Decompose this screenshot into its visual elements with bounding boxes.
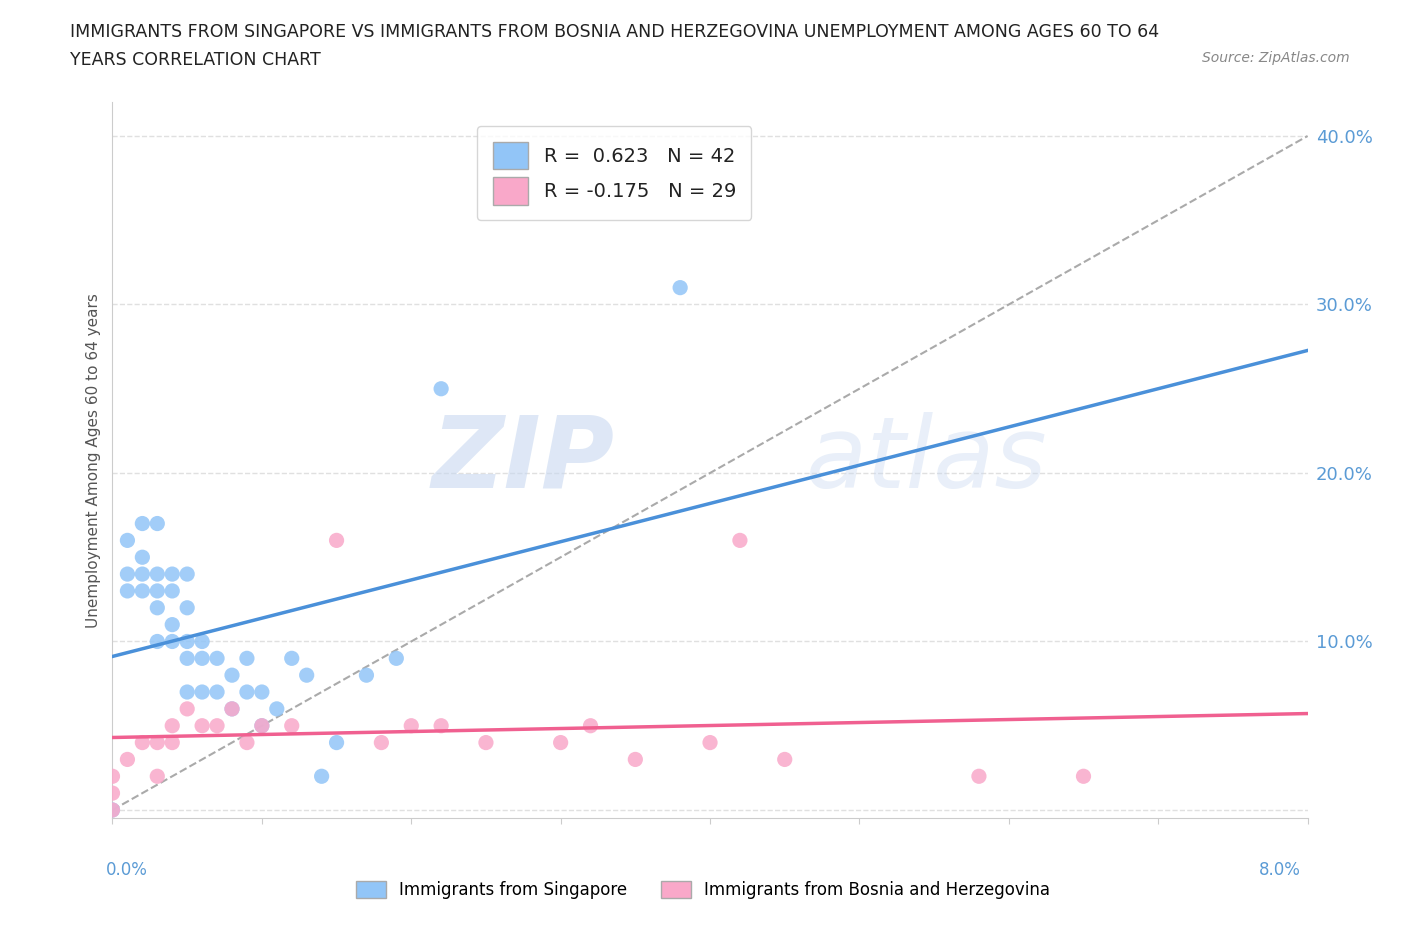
Point <box>430 381 453 396</box>
Text: 0.0%: 0.0% <box>105 860 148 879</box>
Point <box>295 668 318 683</box>
Point <box>205 684 228 699</box>
Point <box>101 786 124 801</box>
Point <box>176 566 198 581</box>
Legend: R =  0.623   N = 42, R = -0.175   N = 29: R = 0.623 N = 42, R = -0.175 N = 29 <box>478 126 751 220</box>
Text: IMMIGRANTS FROM SINGAPORE VS IMMIGRANTS FROM BOSNIA AND HERZEGOVINA UNEMPLOYMENT: IMMIGRANTS FROM SINGAPORE VS IMMIGRANTS … <box>70 23 1160 41</box>
Point <box>250 684 273 699</box>
Point <box>146 735 169 750</box>
Point <box>205 651 228 666</box>
Point <box>356 668 378 683</box>
Point <box>146 634 169 649</box>
Point <box>370 735 392 750</box>
Point <box>191 718 214 733</box>
Point <box>385 651 408 666</box>
Point <box>117 583 139 598</box>
Point <box>205 718 228 733</box>
Point <box>191 651 214 666</box>
Point <box>624 752 647 767</box>
Point <box>221 668 243 683</box>
Point <box>221 701 243 716</box>
Legend: Immigrants from Singapore, Immigrants from Bosnia and Herzegovina: Immigrants from Singapore, Immigrants fr… <box>347 873 1059 908</box>
Point <box>101 769 124 784</box>
Point <box>131 735 153 750</box>
Point <box>162 634 183 649</box>
Point <box>550 735 572 750</box>
Text: Source: ZipAtlas.com: Source: ZipAtlas.com <box>1202 51 1350 65</box>
Point <box>967 769 990 784</box>
Point <box>236 684 259 699</box>
Y-axis label: Unemployment Among Ages 60 to 64 years: Unemployment Among Ages 60 to 64 years <box>86 293 101 628</box>
Point <box>191 634 214 649</box>
Text: ZIP: ZIP <box>432 412 614 509</box>
Point <box>325 533 347 548</box>
Point <box>146 516 169 531</box>
Text: 8.0%: 8.0% <box>1258 860 1301 879</box>
Point <box>773 752 796 767</box>
Point <box>101 803 124 817</box>
Point <box>475 735 498 750</box>
Point <box>176 701 198 716</box>
Text: YEARS CORRELATION CHART: YEARS CORRELATION CHART <box>70 51 321 69</box>
Point <box>131 566 153 581</box>
Point <box>236 651 259 666</box>
Point <box>430 718 453 733</box>
Point <box>162 735 183 750</box>
Point <box>131 550 153 565</box>
Point <box>579 718 602 733</box>
Point <box>401 718 423 733</box>
Point <box>176 634 198 649</box>
Point <box>131 516 153 531</box>
Point <box>117 566 139 581</box>
Point <box>176 601 198 616</box>
Point <box>146 583 169 598</box>
Point <box>117 752 139 767</box>
Point <box>162 718 183 733</box>
Point <box>146 769 169 784</box>
Point <box>699 735 721 750</box>
Point <box>669 280 692 295</box>
Text: atlas: atlas <box>806 412 1047 509</box>
Point <box>117 533 139 548</box>
Point <box>101 803 124 817</box>
Point <box>162 618 183 632</box>
Point <box>281 718 304 733</box>
Point <box>250 718 273 733</box>
Point <box>191 684 214 699</box>
Point <box>146 566 169 581</box>
Point <box>236 735 259 750</box>
Point <box>266 701 288 716</box>
Point <box>131 583 153 598</box>
Point <box>176 684 198 699</box>
Point <box>250 718 273 733</box>
Point <box>1073 769 1095 784</box>
Point <box>325 735 347 750</box>
Point <box>221 701 243 716</box>
Point <box>176 651 198 666</box>
Point <box>162 583 183 598</box>
Point <box>728 533 751 548</box>
Point <box>281 651 304 666</box>
Point <box>162 566 183 581</box>
Point <box>146 601 169 616</box>
Point <box>311 769 333 784</box>
